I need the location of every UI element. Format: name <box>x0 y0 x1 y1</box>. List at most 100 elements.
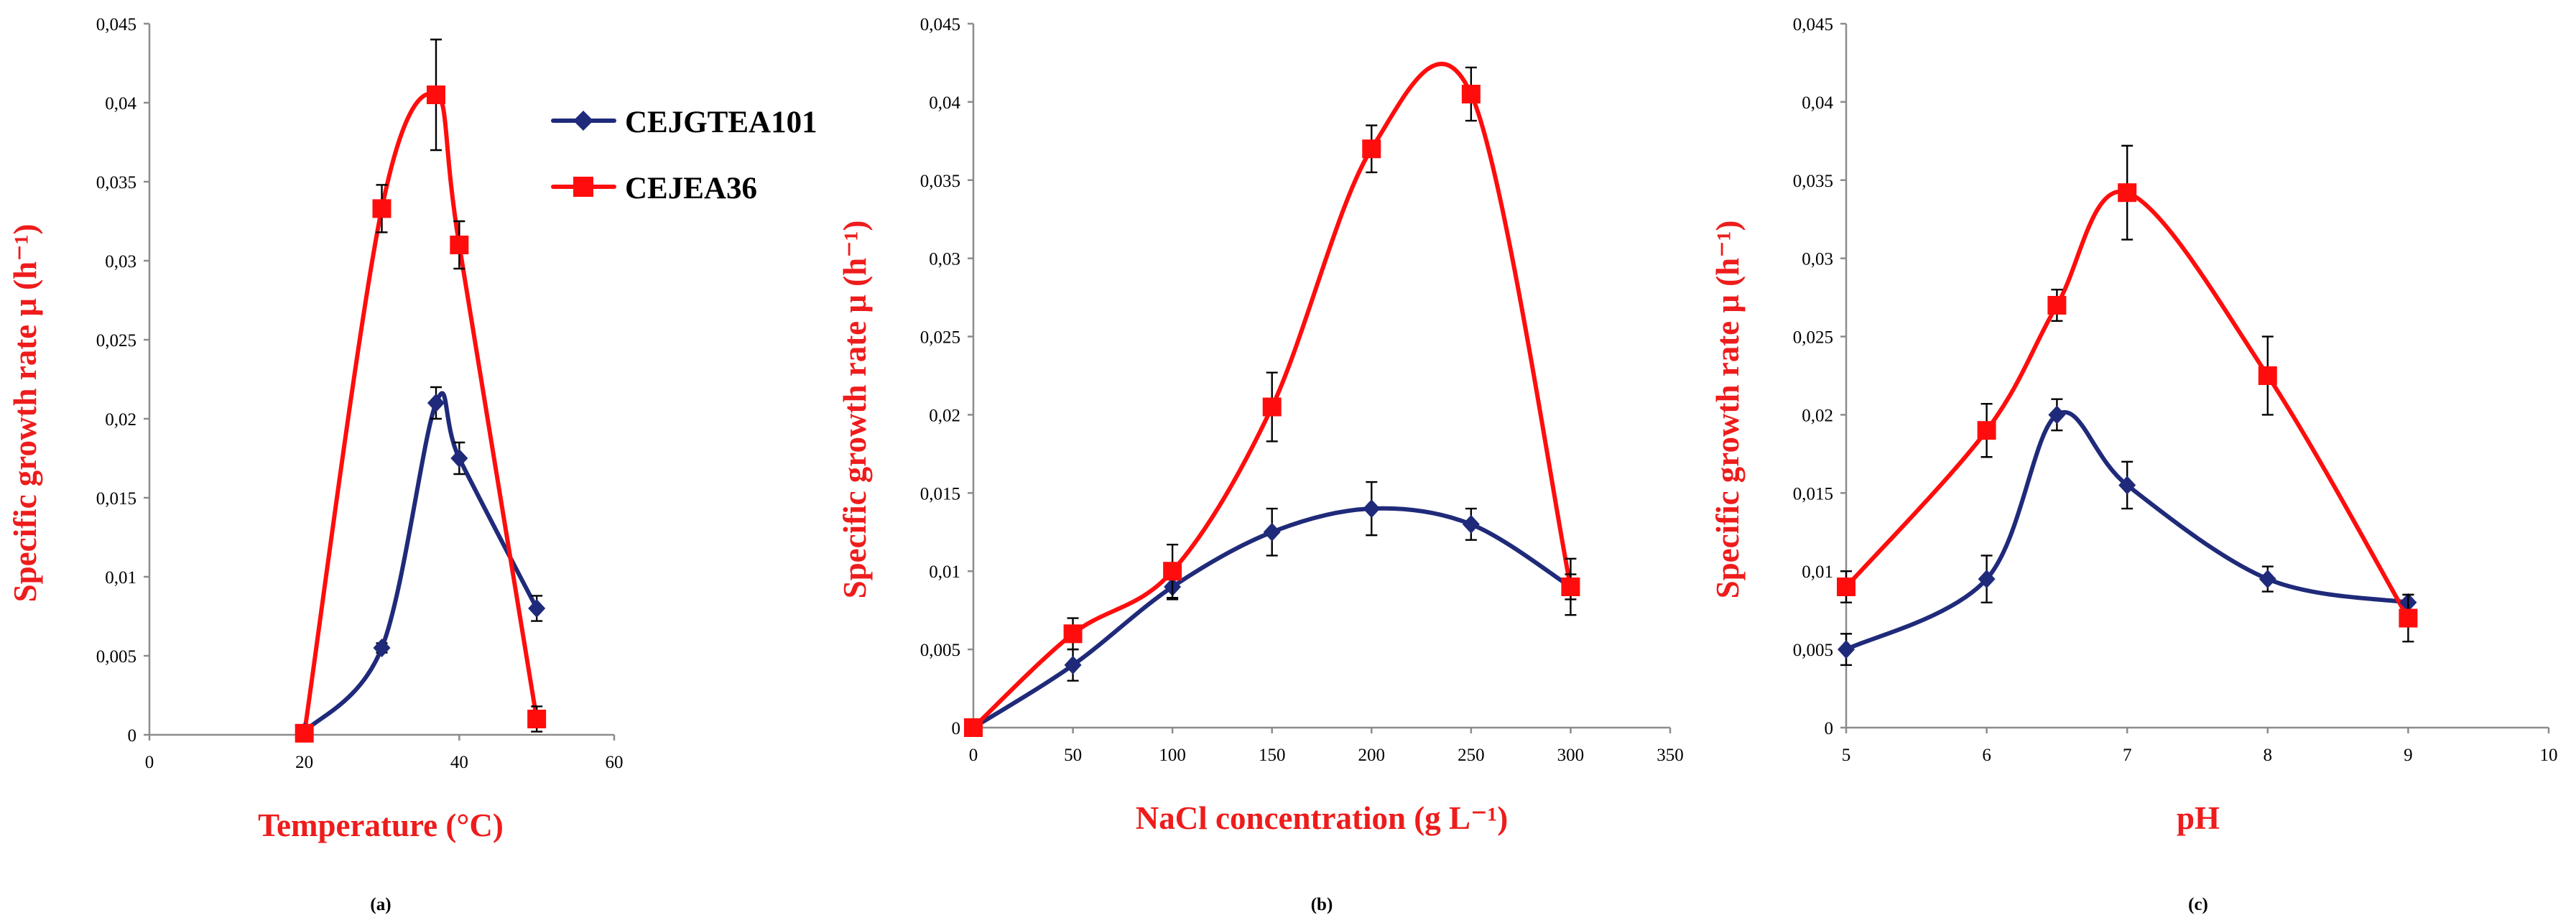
legend-series1-label: CEJGTEA101 <box>625 106 817 139</box>
data-point-diamond <box>1978 570 1996 589</box>
legend: CEJGTEA101 CEJEA36 <box>551 106 817 205</box>
y-tick-label: 0,025 <box>96 331 136 351</box>
data-point-square <box>1461 85 1481 103</box>
y-tick-label: 0,04 <box>105 94 136 113</box>
series-line-cejea36 <box>302 91 539 736</box>
y-tick-label: 0 <box>952 719 961 738</box>
y-tick-label: 0,005 <box>1793 641 1833 660</box>
data-point-diamond <box>1363 499 1381 519</box>
data-point-square <box>450 236 469 254</box>
data-point-diamond <box>2118 476 2136 495</box>
y-tick-label: 0,015 <box>920 484 960 504</box>
series-line-cejgtea101 <box>1844 409 2411 652</box>
data-point-diamond <box>2048 405 2066 425</box>
data-point-square <box>1837 578 1855 596</box>
x-tick-label: 0 <box>145 753 154 772</box>
data-point-square <box>2047 296 2067 315</box>
data-point-square <box>1561 578 1580 596</box>
y-tick-label: 0,03 <box>929 250 960 269</box>
x-axis-title: NaCl concentration (g L⁻¹) <box>1136 800 1508 836</box>
series-line-cejea36 <box>971 62 1573 730</box>
y-tick-label: 0,03 <box>1802 250 1833 269</box>
legend-series2-square-marker <box>573 177 593 197</box>
x-tick-label: 100 <box>1159 746 1186 765</box>
data-point-diamond <box>373 639 391 657</box>
y-tick-label: 0,04 <box>929 93 960 113</box>
y-tick-label: 0,015 <box>1793 484 1833 504</box>
chart-panel-1: 0 0,005 0,01 0,015 0,02 0,025 0,03 0,035 0,04 0,0… <box>7 15 624 914</box>
y-tick-label: 0,005 <box>920 641 960 660</box>
data-point-square <box>1063 624 1083 644</box>
x-axis-title: Temperature (°C) <box>258 807 504 843</box>
y-axis-title: Specific growth rate μ (h⁻¹) <box>1710 221 1746 599</box>
x-tick-label: 250 <box>1458 746 1485 765</box>
y-tick-label: 0,02 <box>929 406 960 425</box>
panel-label: (b) <box>1311 895 1333 914</box>
x-tick-label: 20 <box>295 753 313 772</box>
series-line-cejea36 <box>1844 189 2411 621</box>
x-tick-label: 8 <box>2264 746 2273 765</box>
y-tick-label: 0,025 <box>920 328 960 348</box>
chart-panel-2: 0 0,005 0,01 0,015 0,02 0,025 0,03 0,035 0,04 0,0… <box>837 15 1684 914</box>
data-point-diamond <box>2258 570 2276 589</box>
x-tick-label: 50 <box>1064 746 1082 765</box>
y-tick-label: 0,015 <box>96 489 136 509</box>
y-tick-label: 0,035 <box>96 173 136 193</box>
y-tick-label: 0,03 <box>105 252 136 272</box>
x-tick-label: 60 <box>606 753 624 772</box>
x-tick-label: 200 <box>1358 746 1386 765</box>
panel-label: (a) <box>370 895 391 914</box>
y-tick-label: 0,01 <box>105 568 136 588</box>
y-axis-title: Specific growth rate μ (h⁻¹) <box>7 224 43 603</box>
x-tick-label: 9 <box>2404 746 2413 765</box>
y-tick-label: 0 <box>1825 719 1834 738</box>
x-axis-title: pH <box>2177 800 2220 836</box>
data-point-diamond <box>1064 655 1082 674</box>
x-tick-label: 150 <box>1259 746 1286 765</box>
y-tick-label: 0,035 <box>920 172 960 191</box>
y-tick-label: 0,02 <box>1802 406 1833 425</box>
y-axis-title: Specific growth rate μ (h⁻¹) <box>837 221 873 599</box>
data-point-diamond <box>528 599 546 618</box>
data-point-square <box>1362 139 1381 159</box>
y-tick-label: 0,045 <box>1793 15 1833 34</box>
y-tick-label: 0,01 <box>1802 562 1833 582</box>
data-point-diamond <box>1263 522 1281 542</box>
y-tick-label: 0 <box>128 726 137 746</box>
y-tick-label: 0,01 <box>929 562 960 582</box>
y-tick-label: 0,005 <box>96 647 136 667</box>
data-point-square <box>1262 397 1282 417</box>
data-point-diamond <box>450 449 468 468</box>
data-point-square <box>2118 183 2137 203</box>
data-point-square <box>2258 366 2277 385</box>
y-tick-label: 0,045 <box>96 15 136 34</box>
x-tick-label: 10 <box>2540 746 2558 765</box>
x-tick-label: 40 <box>450 753 468 772</box>
data-point-square <box>372 199 392 218</box>
y-tick-label: 0,045 <box>920 15 960 34</box>
data-point-diamond <box>427 394 445 412</box>
data-point-square <box>964 718 983 737</box>
data-point-diamond <box>1462 514 1480 534</box>
y-tick-label: 0,04 <box>1802 93 1833 113</box>
x-tick-label: 0 <box>969 746 978 765</box>
y-tick-label: 0,02 <box>105 410 136 430</box>
data-point-square <box>2399 608 2418 628</box>
data-point-square <box>1163 562 1182 581</box>
data-point-square <box>527 710 547 728</box>
panel-label: (c) <box>2188 895 2208 914</box>
legend-series1-diamond-marker <box>573 111 593 131</box>
data-point-square <box>426 85 445 104</box>
y-tick-label: 0,035 <box>1793 172 1833 191</box>
x-tick-label: 5 <box>1842 746 1851 765</box>
chart-panel-3: 0 0,005 0,01 0,015 0,02 0,025 0,03 0,035 0,04 0,0… <box>1710 15 2558 914</box>
x-tick-label: 6 <box>1982 746 1991 765</box>
x-tick-label: 7 <box>2123 746 2132 765</box>
series-line-cejgtea101 <box>302 391 539 734</box>
data-point-square <box>1977 421 1996 440</box>
data-point-square <box>295 723 314 743</box>
legend-series2-label: CEJEA36 <box>625 172 757 205</box>
y-tick-label: 0,025 <box>1793 328 1833 348</box>
